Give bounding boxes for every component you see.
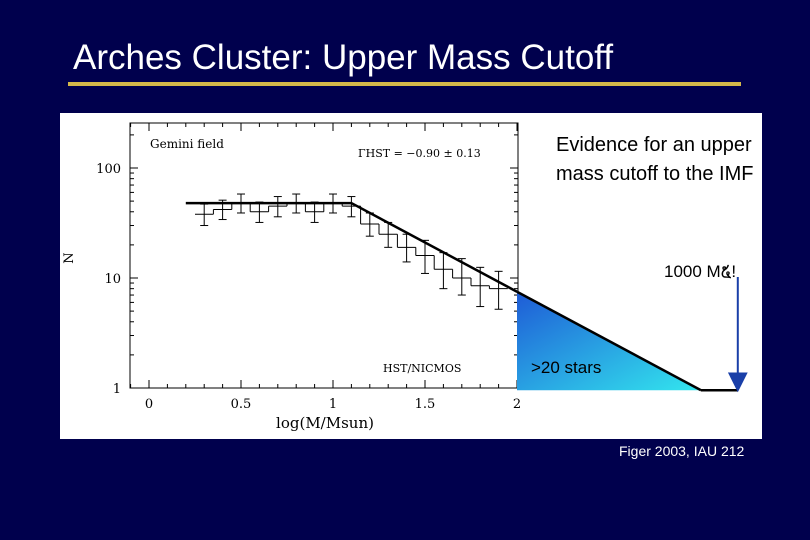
slide-title: Arches Cluster: Upper Mass Cutoff: [73, 38, 614, 77]
x-tick-label: 2: [513, 397, 521, 412]
extrapolated-fit: [516, 290, 702, 392]
x-tick-label: 1.5: [415, 397, 436, 412]
mass-limit-label: 1000 M໕!: [664, 262, 737, 281]
field-label: Gemini field: [150, 137, 224, 151]
y-axis-label: N: [62, 252, 77, 263]
title-underline: [68, 82, 741, 86]
fit-line: [185, 201, 518, 293]
x-tick-label: 1: [329, 397, 337, 412]
missing-stars-label: >20 stars: [531, 358, 602, 377]
plot-frame: [129, 122, 519, 389]
x-tick-label: 0: [145, 397, 153, 412]
citation: Figer 2003, IAU 212: [619, 443, 745, 459]
slope-label: ΓHST = −0.90 ± 0.13: [358, 147, 481, 160]
evidence-caption: Evidence for an upper mass cutoff to the…: [556, 134, 754, 185]
y-tick-label: 10: [104, 272, 121, 287]
x-tick-label: 0.5: [231, 397, 252, 412]
instrument-label: HST/NICMOS: [383, 362, 461, 375]
y-tick-label: 100: [96, 162, 121, 177]
y-tick-label: 1: [113, 382, 121, 397]
x-axis-label: log(M/Msun): [276, 414, 374, 432]
